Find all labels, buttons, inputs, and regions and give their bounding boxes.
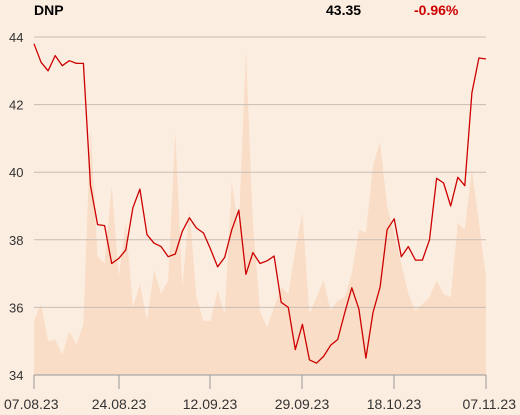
axis-layer: 07.08.23 24.08.23 12.09.23 29.09.23 18.10.23… (4, 374, 517, 412)
x-tick-label: 07.11.23 (463, 396, 517, 412)
y-tick-label: 34 (9, 368, 23, 383)
volume-area (34, 50, 486, 375)
y-tick-label: 44 (9, 30, 23, 45)
price-line-layer (33, 43, 487, 364)
x-tick-label: 24.08.23 (92, 396, 147, 412)
grid-layer: 34 36 38 40 42 44 (9, 30, 486, 383)
volume-area-layer (34, 50, 486, 375)
y-tick-label: 42 (9, 98, 23, 113)
x-tick-label: 07.08.23 (4, 396, 59, 412)
y-tick-label: 36 (9, 300, 23, 315)
x-tick-label: 18.10.23 (367, 396, 422, 412)
price-change-percent: -0.96% (414, 2, 459, 18)
price-line (33, 43, 487, 364)
x-tick-label: 12.09.23 (183, 396, 238, 412)
last-price: 43.35 (326, 2, 362, 18)
ticker-symbol: DNP (34, 2, 64, 18)
x-tick-label: 29.09.23 (275, 396, 330, 412)
y-tick-label: 40 (9, 165, 23, 180)
y-tick-label: 38 (9, 233, 23, 248)
